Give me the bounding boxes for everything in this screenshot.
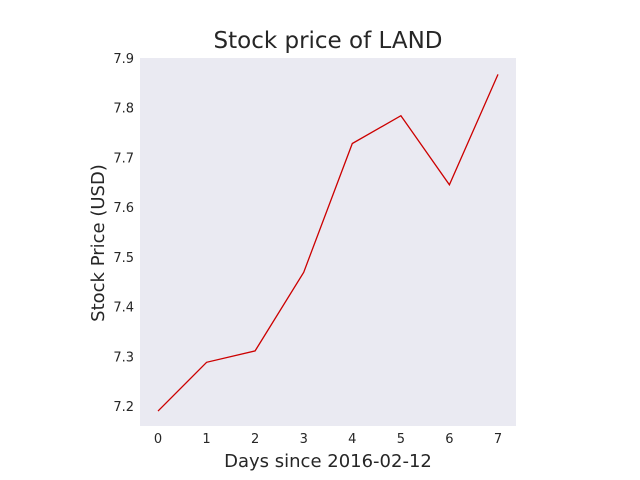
- y-tick-label: 7.8: [113, 102, 134, 117]
- x-axis-label: Days since 2016-02-12: [224, 451, 432, 472]
- y-tick-label: 7.4: [113, 301, 134, 316]
- x-tick-label: 0: [154, 432, 162, 447]
- y-tick-label: 7.6: [113, 201, 134, 216]
- y-axis-label: Stock Price (USD): [88, 164, 109, 322]
- plot-area: [140, 58, 516, 426]
- y-tick-label: 7.2: [113, 400, 134, 415]
- x-axis-ticks: 0 1 2 3 4 5 6 7: [154, 432, 502, 447]
- x-tick-label: 4: [348, 432, 356, 447]
- y-tick-label: 7.5: [113, 251, 134, 266]
- y-tick-label: 7.3: [113, 350, 134, 365]
- y-axis-ticks: 7.2 7.3 7.4 7.5 7.6 7.7 7.8 7.9: [113, 52, 134, 415]
- x-tick-label: 7: [494, 432, 502, 447]
- x-tick-label: 3: [300, 432, 308, 447]
- x-tick-label: 2: [251, 432, 259, 447]
- x-tick-label: 6: [445, 432, 453, 447]
- chart-title: Stock price of LAND: [214, 28, 443, 54]
- x-tick-label: 5: [397, 432, 405, 447]
- series-line: [157, 74, 499, 412]
- y-tick-label: 7.7: [113, 151, 134, 166]
- x-tick-label: 1: [202, 432, 210, 447]
- y-tick-label: 7.9: [113, 52, 134, 67]
